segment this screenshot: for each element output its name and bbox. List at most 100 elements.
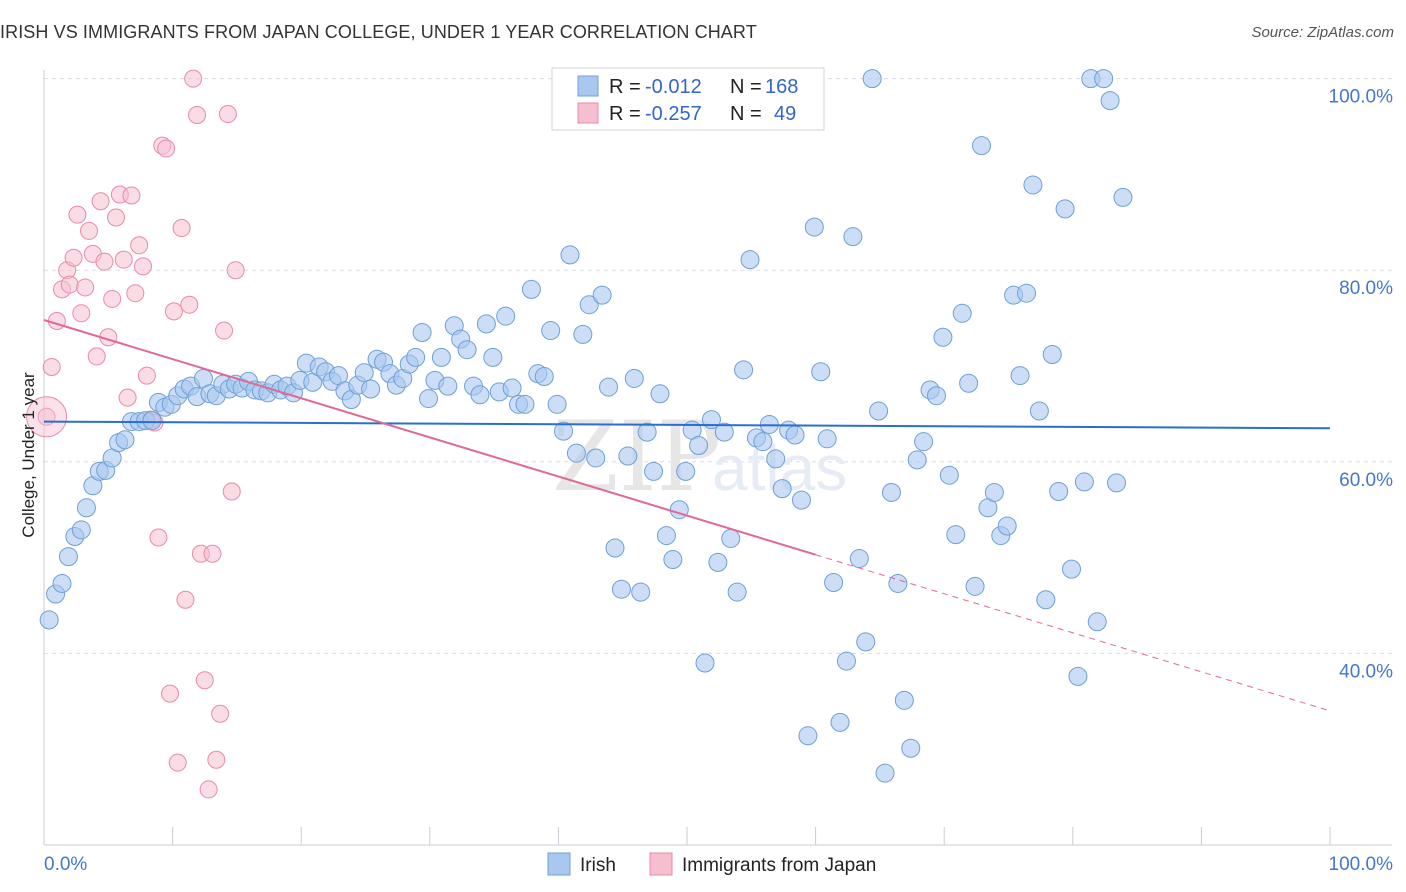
point-irish <box>856 632 876 652</box>
bottom-legend-swatch-japan <box>649 852 673 876</box>
y-tick-label: 80.0% <box>1339 278 1393 299</box>
series-irish-points <box>39 69 1133 783</box>
point-irish <box>959 373 979 393</box>
y-tick-label: 60.0% <box>1339 470 1393 491</box>
point-irish <box>71 520 91 540</box>
point-irish <box>997 516 1017 536</box>
point-japan <box>207 750 226 769</box>
point-irish <box>901 738 921 758</box>
point-japan <box>168 753 187 772</box>
point-irish <box>579 295 599 315</box>
point-irish <box>843 227 863 247</box>
point-irish <box>1107 473 1127 493</box>
point-irish <box>914 432 934 452</box>
point-irish <box>470 385 490 405</box>
point-irish <box>618 446 638 466</box>
point-japan <box>199 780 218 799</box>
point-irish <box>1029 401 1049 421</box>
point-irish <box>644 461 664 481</box>
point-japan <box>68 205 87 224</box>
point-irish <box>753 432 773 452</box>
point-japan <box>76 278 95 297</box>
point-irish <box>785 425 805 445</box>
point-irish <box>502 378 522 398</box>
point-irish <box>592 285 612 305</box>
point-irish <box>714 422 734 442</box>
point-japan <box>211 704 230 723</box>
point-irish <box>869 401 889 421</box>
point-japan <box>137 366 156 385</box>
point-irish <box>888 573 908 593</box>
point-irish <box>971 136 991 156</box>
point-irish <box>984 482 1004 502</box>
chart-title: IRISH VS IMMIGRANTS FROM JAPAN COLLEGE, … <box>0 22 757 42</box>
legend-r-value-japan: -0.257 <box>645 103 702 125</box>
point-irish <box>817 429 837 449</box>
chart-source: Source: ZipAtlas.com <box>1251 24 1394 41</box>
point-japan <box>95 252 114 271</box>
point-irish <box>727 582 747 602</box>
point-irish <box>933 327 953 347</box>
point-irish <box>1074 472 1094 492</box>
point-japan <box>203 544 222 563</box>
point-japan <box>184 69 203 88</box>
point-irish <box>431 347 451 367</box>
x-tick-label-min: 0.0% <box>44 854 87 875</box>
point-irish <box>412 322 432 342</box>
point-irish <box>52 573 72 593</box>
bottom-legend-label-japan: Immigrants from Japan <box>682 855 876 876</box>
point-irish <box>1094 69 1114 89</box>
point-irish <box>560 245 580 265</box>
trend-line-japan <box>43 319 816 556</box>
point-irish <box>1087 612 1107 632</box>
point-irish <box>663 550 683 570</box>
point-irish <box>534 367 554 387</box>
point-irish <box>1017 283 1037 303</box>
point-japan <box>149 528 168 547</box>
point-japan <box>72 304 91 323</box>
point-irish <box>1100 91 1120 111</box>
point-irish <box>830 712 850 732</box>
point-japan <box>188 106 207 125</box>
point-irish <box>824 573 844 593</box>
point-irish <box>656 526 676 546</box>
point-japan <box>114 250 133 269</box>
point-irish <box>605 538 625 558</box>
point-irish <box>907 450 927 470</box>
point-irish <box>554 421 574 441</box>
point-irish <box>637 422 657 442</box>
point-japan <box>60 275 79 294</box>
point-japan <box>42 357 61 376</box>
legend-n-label-irish: N = <box>730 76 762 98</box>
point-irish <box>515 394 535 414</box>
point-irish <box>650 384 670 404</box>
point-irish <box>521 279 541 299</box>
point-irish <box>566 443 586 463</box>
point-japan <box>195 671 214 690</box>
point-irish <box>772 479 792 499</box>
y-tick-label: 40.0% <box>1339 661 1393 682</box>
point-japan <box>218 105 237 124</box>
point-irish <box>804 217 824 237</box>
point-irish <box>881 482 901 502</box>
point-irish <box>952 303 972 323</box>
point-irish <box>1036 590 1056 610</box>
bottom-legend-label-irish: Irish <box>580 855 616 876</box>
point-irish <box>939 465 959 485</box>
point-irish <box>811 362 831 382</box>
point-japan <box>103 289 122 308</box>
point-irish <box>875 763 895 783</box>
point-irish <box>1055 199 1075 219</box>
series-japan-points <box>26 69 245 799</box>
point-japan <box>226 261 245 280</box>
point-irish <box>586 448 606 468</box>
point-irish <box>798 726 818 746</box>
point-irish <box>721 528 741 548</box>
trend-line-irish <box>43 420 1331 430</box>
point-japan <box>134 257 153 276</box>
trend-line-japan-extrapolated <box>815 554 1331 712</box>
point-japan <box>172 219 191 238</box>
point-irish <box>965 576 985 596</box>
y-axis-title: College, Under 1 year <box>19 372 38 538</box>
